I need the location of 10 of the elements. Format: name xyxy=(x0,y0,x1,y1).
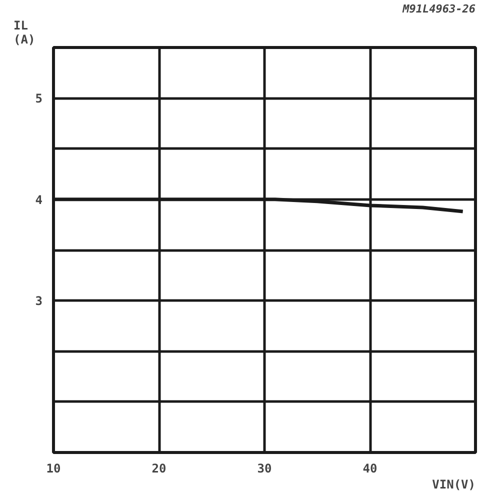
y-tick-label: 5 xyxy=(35,92,43,106)
y-tick-label: 4 xyxy=(35,192,43,207)
x-tick-label: 10 xyxy=(46,462,61,476)
y-axis-title: IL (A) xyxy=(14,18,36,46)
x-tick-label: 30 xyxy=(257,462,272,476)
x-tick-label: 40 xyxy=(362,462,378,476)
x-axis-title: VIN(V) xyxy=(432,478,476,491)
text: M91L4963-26 xyxy=(402,2,476,16)
y-tick-label: 3 xyxy=(35,294,43,308)
x-tick-label: 20 xyxy=(152,462,166,476)
